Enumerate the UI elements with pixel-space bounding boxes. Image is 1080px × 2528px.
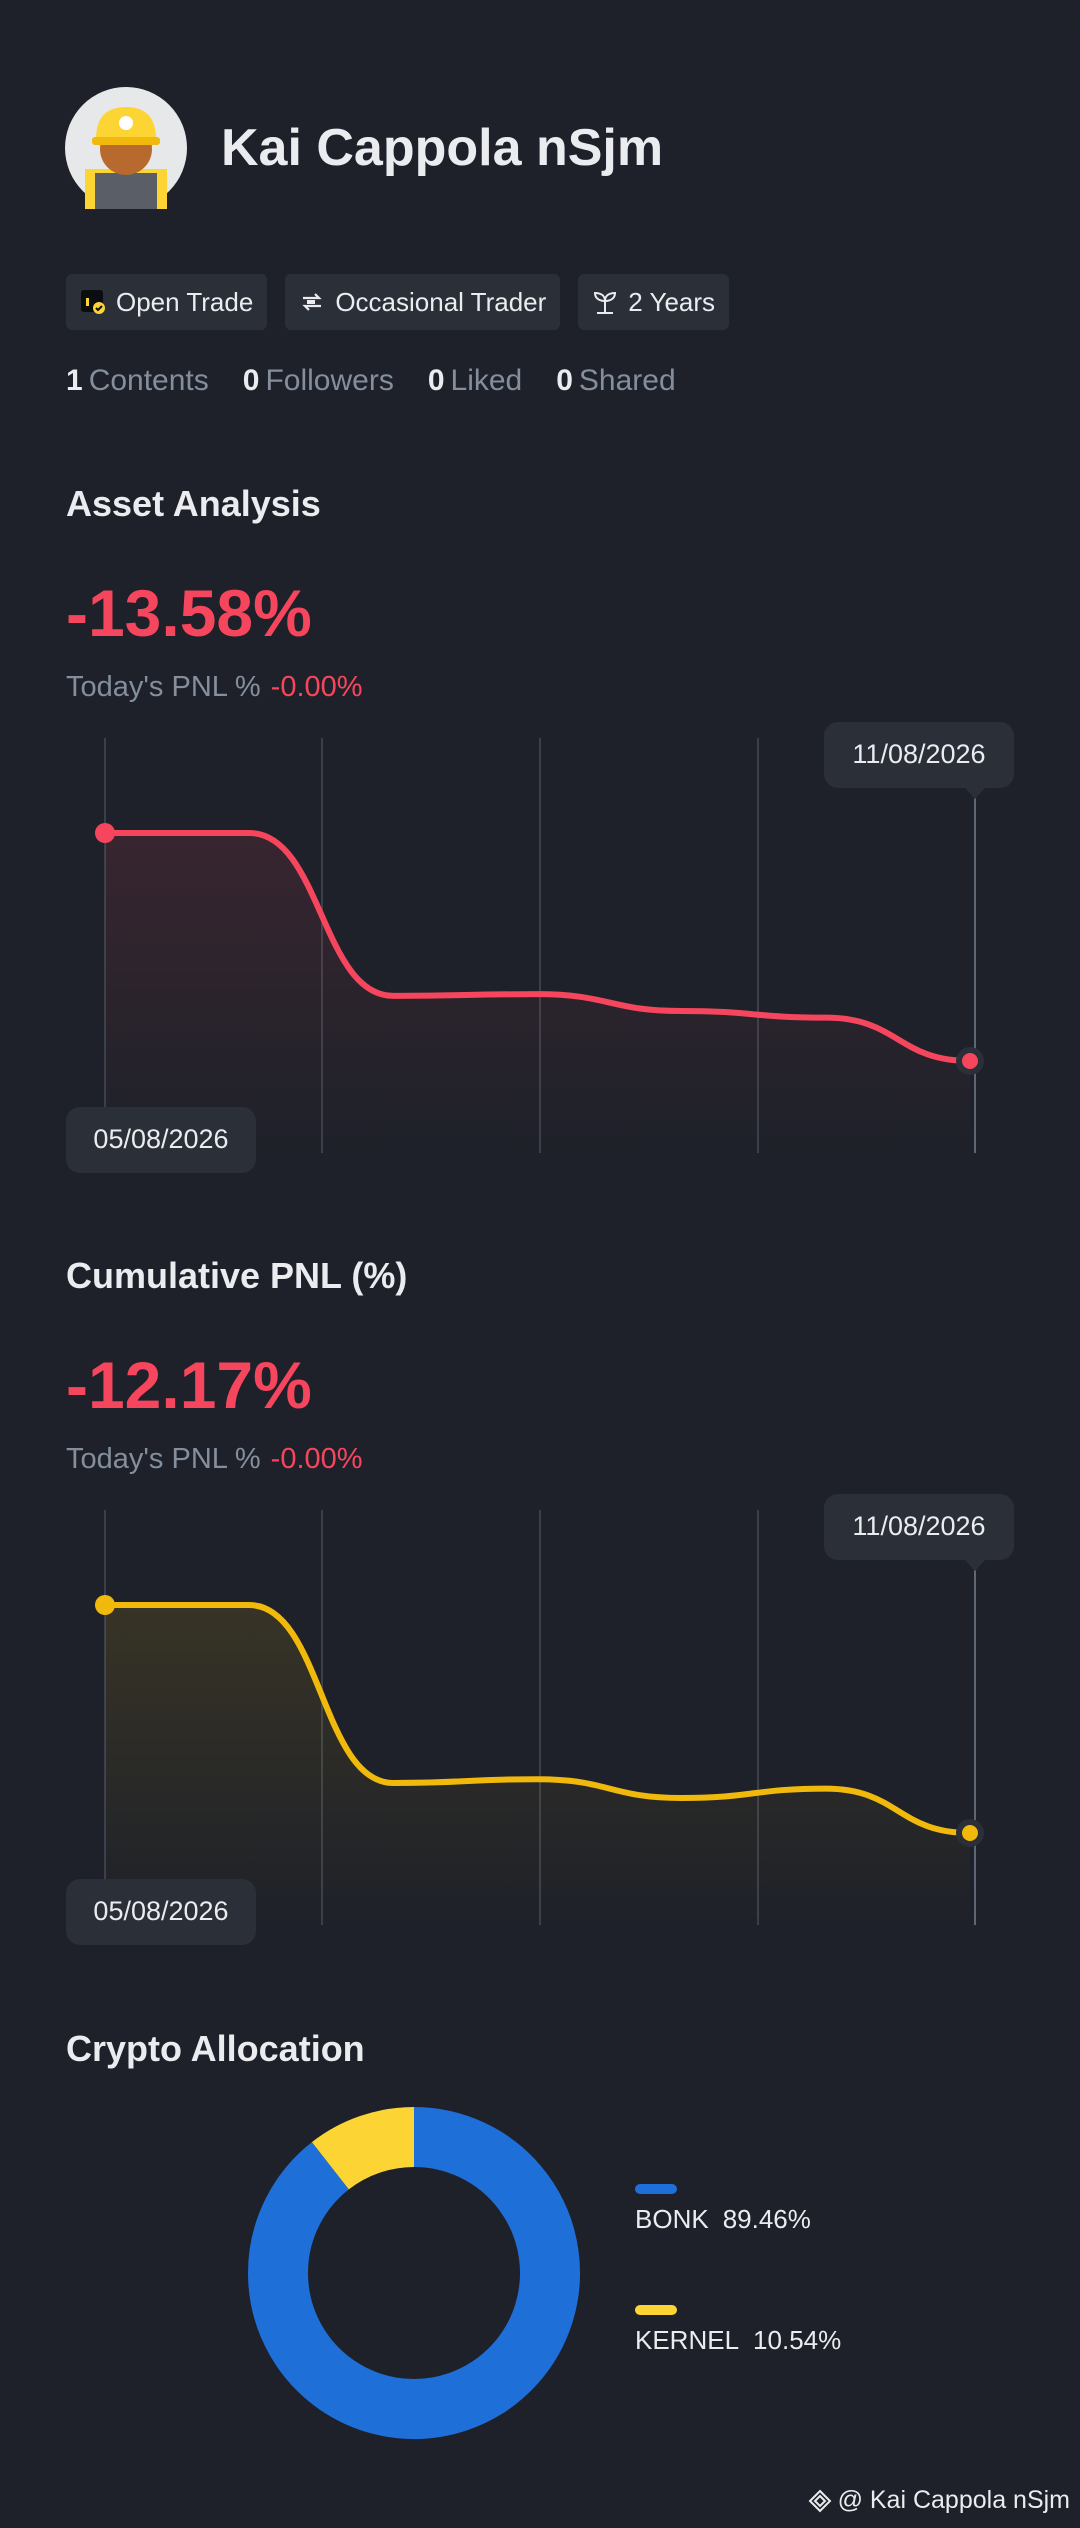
tag-icon	[594, 291, 617, 314]
today-value: -0.00%	[270, 671, 363, 703]
avatar	[65, 87, 187, 209]
end-date: 11/08/2026	[852, 1511, 985, 1541]
legend-value: 89.46%	[723, 2204, 811, 2234]
legend-swatch	[635, 2305, 677, 2315]
stat-count: 1	[66, 364, 83, 397]
legend-name: BONK	[635, 2204, 709, 2234]
stat: 0 Followers	[243, 364, 394, 398]
brand-icon	[808, 2489, 831, 2512]
end-point-dot	[962, 1053, 978, 1069]
today-pnl: Today's PNL % -0.00%	[66, 671, 363, 704]
line-chart: 11/08/2026 05/08/2026	[66, 722, 1014, 1173]
legend-value: 10.54%	[753, 2325, 841, 2355]
stat-label: Followers	[265, 364, 394, 397]
line	[102, 830, 973, 1064]
footer: @ Kai Cappola nSjm	[808, 2486, 1070, 2515]
line-area	[105, 1605, 970, 1925]
stat-label: Contents	[88, 364, 209, 397]
tooltip-pointer	[965, 788, 985, 799]
tag-label: 2 Years	[628, 286, 716, 317]
section-title: Crypto Allocation	[66, 2028, 365, 2069]
summary-value: -13.58%	[66, 576, 312, 650]
date-label-box	[66, 1107, 256, 1173]
date-label-box	[66, 1879, 256, 1945]
start-point	[95, 1595, 115, 1615]
tag-list: Open Trade Occasional Trader 2 Years	[66, 274, 730, 330]
donut-segment	[311, 2107, 415, 2190]
stats-row: 1 Contents 0 Followers 0 Liked 0 Shared	[66, 364, 676, 398]
tag-icon	[302, 293, 322, 311]
tag-icon	[81, 290, 105, 314]
donut-segment	[248, 2107, 580, 2439]
donut-chart: BONK 89.46% KERNEL 10.54%	[248, 2107, 841, 2439]
start-date: 05/08/2026	[93, 1124, 228, 1154]
end-point-dot	[962, 1825, 978, 1841]
line-chart: 11/08/2026 05/08/2026	[66, 1494, 1014, 1945]
legend-name: KERNEL	[635, 2325, 739, 2355]
today-value: -0.00%	[270, 1443, 363, 1475]
footer-text: @ Kai Cappola nSjm	[837, 2486, 1070, 2514]
start-date: 05/08/2026	[93, 1896, 228, 1926]
legend-swatch	[635, 2184, 677, 2194]
section-title: Cumulative PNL (%)	[66, 1255, 408, 1296]
legend-entry: BONK 89.46%	[635, 2204, 811, 2234]
start-point	[95, 823, 115, 843]
legend-entry: KERNEL 10.54%	[635, 2325, 841, 2355]
today-label: Today's PNL %	[66, 1443, 261, 1475]
stat-label: Liked	[450, 364, 523, 397]
tag: Occasional Trader	[285, 274, 561, 330]
today-pnl: Today's PNL % -0.00%	[66, 1443, 363, 1476]
tooltip-pointer	[965, 1560, 985, 1571]
line-area	[105, 833, 970, 1153]
line	[102, 1602, 973, 1836]
section-title: Asset Analysis	[66, 483, 321, 524]
stat: 1 Contents	[66, 364, 209, 398]
today-label: Today's PNL %	[66, 671, 261, 703]
stat-count: 0	[427, 364, 445, 397]
stat-count: 0	[242, 364, 260, 397]
date-tooltip	[824, 1494, 1014, 1560]
date-tooltip	[824, 722, 1014, 788]
stat-count: 0	[556, 364, 573, 397]
summary-value: -12.17%	[66, 1348, 312, 1422]
tag-label: Occasional Trader	[335, 286, 547, 317]
tag-label: Open Trade	[116, 286, 254, 317]
tag: Open Trade	[66, 274, 268, 330]
tag: 2 Years	[578, 274, 730, 330]
stat: 0 Shared	[556, 364, 675, 398]
end-date: 11/08/2026	[852, 739, 985, 769]
user-name: Kai Cappola nSjm	[221, 119, 664, 177]
stat-label: Shared	[578, 364, 676, 397]
stat: 0 Liked	[428, 364, 522, 398]
